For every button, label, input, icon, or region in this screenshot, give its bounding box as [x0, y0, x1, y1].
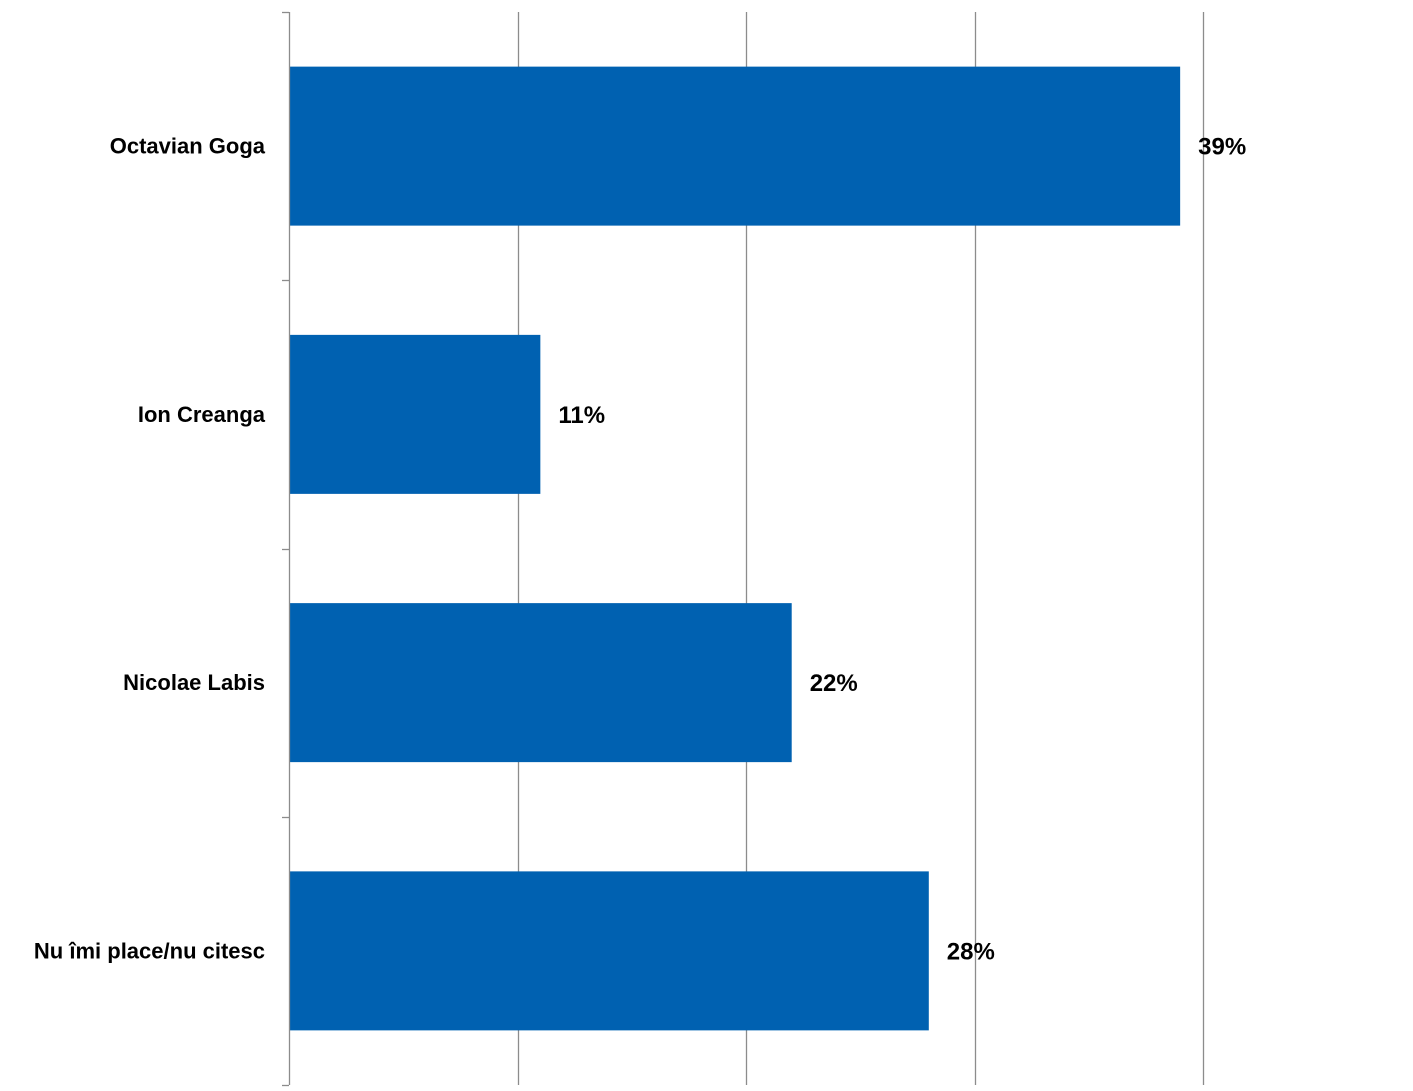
bars: [289, 66, 1181, 1031]
value-label: 22%: [810, 670, 858, 697]
bar-3: [289, 871, 929, 1031]
bar-0: [289, 66, 1181, 226]
bar-1: [289, 334, 541, 494]
category-label: Octavian Goga: [110, 134, 266, 159]
category-label: Nicolae Labis: [123, 670, 265, 695]
value-label: 39%: [1198, 134, 1246, 161]
bar-2: [289, 603, 792, 763]
value-label: 11%: [558, 402, 605, 429]
category-label: Nu îmi place/nu citesc: [34, 938, 265, 963]
value-label: 28%: [947, 938, 995, 965]
category-label: Ion Creanga: [138, 402, 266, 427]
labels: Octavian Goga 39% Ion Creanga 11% Nicolae La…: [34, 134, 1246, 966]
category-axis: [282, 11, 291, 1087]
